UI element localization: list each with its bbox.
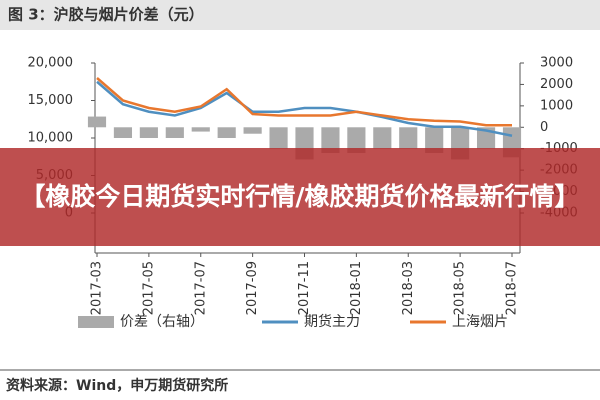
price-line <box>96 77 512 127</box>
legend-label: 期货主力 <box>304 313 360 330</box>
x-tick-label: 2017-09 <box>245 261 260 315</box>
x-tick-label: 2017-11 <box>297 261 312 315</box>
spread-bar <box>399 127 418 149</box>
price-line <box>96 80 513 137</box>
legend-label: 价差（右轴） <box>120 314 204 330</box>
x-tick-label: 2018-01 <box>349 261 364 315</box>
x-tick-label: 2017-05 <box>141 261 156 315</box>
legend-label: 上海烟片 <box>452 314 508 330</box>
x-tick-label: 2017-03 <box>90 261 105 315</box>
y2-tick-label: 1000 <box>540 98 573 113</box>
x-tick-label: 2017-07 <box>193 261 208 315</box>
source: 资料来源：Wind，申万期货研究所 <box>6 377 228 394</box>
title-bar <box>0 0 600 30</box>
spread-bar <box>165 127 184 138</box>
legend-swatch <box>78 316 114 328</box>
spread-bar <box>243 127 262 134</box>
spread-bar <box>321 127 340 153</box>
chart-title: 图 3：沪胶与烟片价差（元） <box>8 6 204 24</box>
y2-tick-label: 3000 <box>540 56 573 71</box>
y-tick-label: 20,000 <box>28 56 74 71</box>
spread-bar <box>113 127 133 138</box>
spread-bar <box>373 127 392 149</box>
spread-bar <box>87 116 107 128</box>
x-tick-label: 2018-05 <box>453 261 468 315</box>
y2-tick-label: 0 <box>540 120 548 135</box>
spread-bar <box>347 127 366 153</box>
banner-text: 【橡胶今日期货实时行情/橡胶期货价格最新行情】 <box>20 182 580 211</box>
spread-bar <box>425 127 444 153</box>
x-tick-label: 2018-03 <box>401 261 416 315</box>
y-tick-label: 15,000 <box>28 93 74 108</box>
x-tick-label: 2018-07 <box>505 261 520 315</box>
y2-tick-label: 2000 <box>540 77 573 92</box>
spread-bar <box>191 127 210 132</box>
spread-bar <box>269 127 288 149</box>
spread-bar <box>139 127 158 138</box>
y-tick-label: 10,000 <box>28 131 74 146</box>
banner: 【橡胶今日期货实时行情/橡胶期货价格最新行情】 <box>0 148 600 246</box>
spread-bar <box>217 127 236 138</box>
